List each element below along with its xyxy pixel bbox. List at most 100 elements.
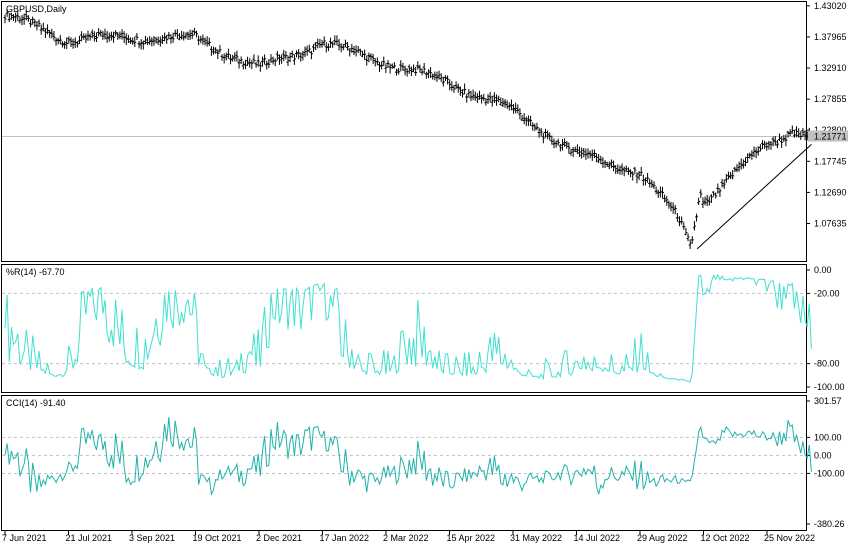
price-bar [629, 169, 633, 178]
price-bar [697, 197, 701, 205]
price-bar [471, 89, 475, 101]
wpr-y-tick-label: -100.00 [814, 382, 845, 392]
x-tick-label: 17 Jan 2022 [320, 533, 370, 543]
price-bar [624, 165, 628, 173]
price-bar [105, 31, 109, 43]
cci-y-tick-label: -380.26 [814, 519, 845, 529]
x-tick-label: 31 May 2022 [510, 533, 562, 543]
price-bar [292, 54, 296, 65]
price-bar [633, 166, 637, 174]
price-bar [507, 102, 511, 111]
current-price-tag [808, 130, 848, 142]
price-bar [212, 46, 216, 55]
price-bar [154, 37, 158, 44]
price-bar [748, 152, 752, 159]
price-bar [167, 31, 171, 40]
price-bar [499, 97, 503, 106]
price-bar [363, 49, 367, 61]
price-bar [739, 158, 743, 170]
price-bar [256, 55, 260, 67]
price-bar [163, 32, 167, 42]
price-bar [131, 37, 135, 45]
price-bar [209, 46, 213, 56]
price-bar [280, 54, 284, 64]
price-bar [107, 32, 111, 42]
price-y-tick-label: 1.22800 [814, 125, 847, 135]
price-bar [16, 10, 20, 21]
price-bar [516, 104, 520, 114]
price-bar [205, 36, 209, 47]
price-bar [460, 89, 464, 98]
price-bar [565, 140, 569, 149]
price-pane-title: GBPUSD,Daily [6, 4, 67, 14]
price-bar [452, 84, 456, 93]
price-pane [1, 1, 807, 262]
cci-y-tick-label: 100.00 [814, 432, 842, 442]
price-bar [722, 179, 726, 189]
price-bar [401, 62, 405, 71]
price-bar [218, 45, 222, 53]
price-bar [569, 149, 573, 156]
price-bar [52, 31, 56, 41]
price-bar [458, 86, 462, 96]
price-bar [484, 98, 488, 106]
price-bar [571, 146, 575, 158]
price-bar [446, 75, 450, 85]
price-bar [556, 138, 560, 146]
price-bar [126, 34, 130, 43]
price-bar [631, 171, 635, 181]
price-bar [667, 200, 671, 209]
x-tick-label: 19 Oct 2021 [193, 533, 242, 543]
price-bar [618, 165, 622, 175]
price-bar [237, 58, 241, 69]
price-bar [307, 44, 311, 53]
price-bar [122, 31, 126, 43]
price-bar [486, 94, 490, 104]
price-bar [652, 181, 656, 189]
price-bar [495, 94, 499, 106]
price-bar [795, 126, 799, 138]
price-bar [654, 186, 658, 195]
price-bar [588, 150, 592, 159]
price-bar [88, 33, 92, 41]
price-bar [54, 37, 58, 46]
price-bar [365, 55, 369, 66]
price-bar [222, 53, 226, 64]
x-tick-label: 14 Jul 2022 [574, 533, 621, 543]
price-bar [165, 34, 169, 44]
price-bar [626, 167, 630, 175]
price-bar [203, 37, 207, 46]
price-bar [35, 21, 39, 31]
price-bar [265, 60, 269, 70]
price-bar [443, 75, 447, 82]
price-bar [337, 39, 341, 51]
price-bar [277, 54, 281, 65]
price-bar [403, 65, 407, 76]
price-bar [746, 153, 750, 163]
x-tick-label: 25 Nov 2022 [764, 533, 815, 543]
price-bar [546, 130, 550, 140]
x-tick-label: 2 Dec 2021 [256, 533, 302, 543]
price-bar [473, 91, 477, 101]
price-bar [133, 36, 137, 48]
price-bar [188, 29, 192, 40]
price-bar [63, 41, 67, 49]
price-bar [454, 81, 458, 90]
price-bar [26, 15, 30, 22]
price-bar [137, 40, 141, 49]
price-bar [412, 64, 416, 73]
price-bar [301, 50, 305, 61]
price-bar [371, 53, 375, 65]
price-bar [563, 138, 567, 147]
price-bar [407, 64, 411, 74]
price-bar [554, 140, 558, 148]
price-bar [695, 213, 699, 222]
price-bar [160, 35, 164, 44]
price-bar [269, 54, 273, 63]
price-bar [590, 149, 594, 161]
price-bar [118, 31, 122, 40]
price-bar [418, 64, 422, 73]
price-bar [614, 165, 618, 175]
price-bar [635, 172, 639, 184]
price-y-tick-label: 1.12690 [814, 187, 847, 197]
